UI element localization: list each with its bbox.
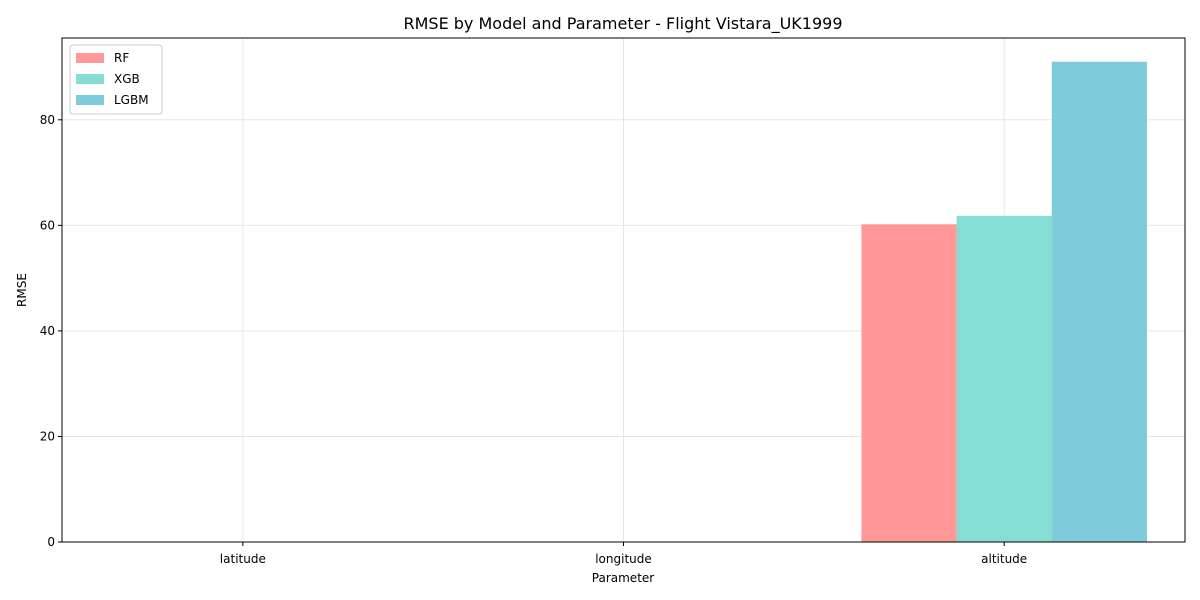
bar-rf-altitude	[861, 224, 957, 542]
y-axis: 0 20 40 60 80	[40, 113, 62, 549]
y-tick-label: 60	[40, 218, 55, 232]
legend: RF XGB LGBM	[69, 44, 163, 115]
x-axis: latitude longitude altitude	[220, 542, 1027, 566]
y-tick-label: 40	[40, 324, 55, 338]
y-axis-label: RMSE	[15, 273, 29, 307]
y-tick-label: 0	[47, 535, 55, 549]
bar-lgbm-altitude	[1051, 61, 1147, 543]
legend-swatch-rf	[76, 53, 104, 63]
y-tick-label: 80	[40, 113, 55, 127]
bar-xgb-altitude	[956, 215, 1052, 542]
legend-label-rf: RF	[114, 51, 129, 65]
x-tick-label-latitude: latitude	[220, 552, 266, 566]
bars	[861, 61, 1147, 543]
legend-label-lgbm: LGBM	[114, 93, 149, 107]
chart-title: RMSE by Model and Parameter - Flight Vis…	[404, 14, 843, 34]
legend-swatch-xgb	[76, 74, 104, 84]
legend-swatch-lgbm	[76, 95, 104, 105]
x-axis-label: Parameter	[592, 571, 654, 585]
x-tick-label-longitude: longitude	[595, 552, 652, 566]
legend-label-xgb: XGB	[114, 72, 140, 86]
y-tick-label: 20	[40, 429, 55, 443]
x-tick-label-altitude: altitude	[981, 552, 1027, 566]
